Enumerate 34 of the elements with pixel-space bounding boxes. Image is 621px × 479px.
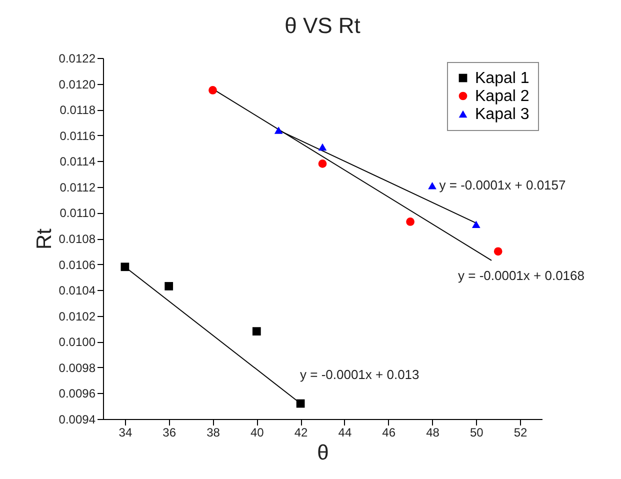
y-tick-label: 0.0102	[58, 309, 96, 324]
x-tick-label: 50	[470, 426, 484, 440]
x-tick-label: 42	[294, 426, 308, 440]
x-tick-label: 34	[118, 426, 132, 440]
x-tick-label: 44	[338, 426, 352, 440]
y-tick-label: 0.0104	[58, 284, 96, 298]
x-tick-label: 52	[514, 426, 528, 440]
x-tick-label: 36	[162, 426, 176, 440]
y-tick-label: 0.0096	[58, 386, 96, 401]
y-tick-label: 0.0100	[58, 335, 96, 350]
x-axis-title: θ	[317, 442, 329, 464]
y-tick-label: 0.0118	[60, 103, 96, 118]
legend-label: Kapal 3	[475, 106, 530, 123]
y-tick-label: 0.0110	[60, 206, 96, 220]
y-tick-label: 0.0108	[58, 232, 96, 246]
x-tick-label: 40	[250, 426, 264, 440]
y-tick-label: 0.0122	[58, 52, 96, 66]
annotation: y = -0.0001x + 0.013	[300, 367, 420, 382]
annotation: y = -0.0001x + 0.0168	[458, 268, 584, 283]
y-tick-label: 0.0094	[58, 412, 96, 426]
x-tick-label: 38	[206, 426, 220, 440]
x-tick-label: 46	[382, 426, 396, 440]
legend-label: Kapal 1	[475, 70, 530, 87]
y-tick-label: 0.0106	[58, 258, 96, 272]
annotation: y = -0.0001x + 0.0157	[439, 178, 566, 193]
x-tick-label: 48	[426, 426, 440, 440]
y-axis-title: Rt	[32, 228, 56, 250]
y-tick-label: 0.0098	[58, 360, 96, 375]
y-tick-label: 0.0114	[60, 154, 96, 169]
y-tick-label: 0.0120	[58, 77, 96, 92]
legend-label: Kapal 2	[475, 88, 530, 105]
y-tick-label: 0.0112	[60, 180, 96, 194]
y-tick-label: 0.0116	[60, 128, 96, 143]
chart-title: θ VS Rt	[284, 13, 360, 38]
